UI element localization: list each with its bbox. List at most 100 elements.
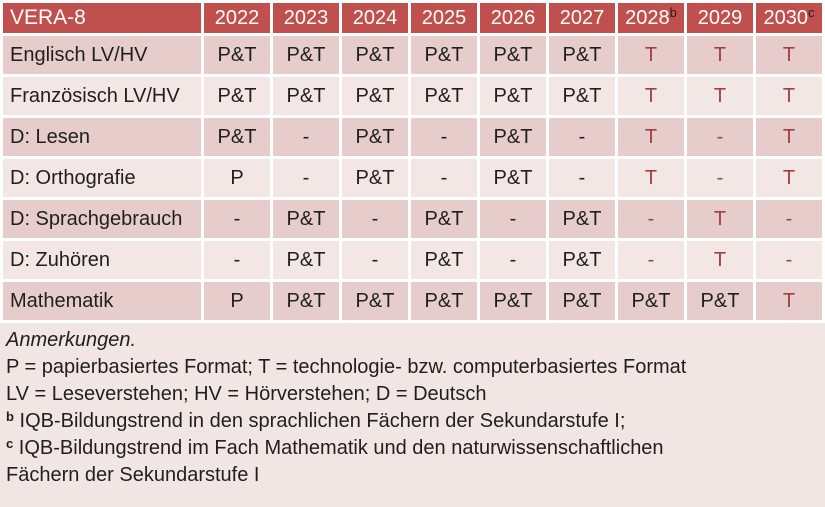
year-header: 2025: [411, 3, 477, 33]
year-header: 2028b: [618, 3, 684, 33]
footnote-c-text-line1: IQB-Bildungstrend im Fach Mathematik und…: [13, 437, 664, 459]
footnote-b-text: IQB-Bildungstrend in den sprachlichen Fä…: [13, 410, 626, 432]
table-row: Französisch LV/HV P&T P&T P&T P&T P&T P&T T T T: [3, 77, 822, 115]
notes-footnote-b: b IQB-Bildungstrend in den sprachlichen …: [6, 408, 817, 435]
year-label: 2022: [214, 6, 260, 29]
value-cell: P: [204, 282, 270, 320]
year-header: 2026: [480, 3, 546, 33]
row-label: Französisch LV/HV: [3, 77, 201, 115]
value-cell: -: [480, 200, 546, 238]
notes-footnote-c-line2: Fächern der Sekundarstufe I: [6, 464, 260, 486]
table-header: VERA-8 2022 2023 2024 2025 2026 2027 2028b 2029…: [3, 3, 822, 33]
footnote-c-marker: c: [6, 436, 14, 451]
value-cell: T: [687, 36, 753, 74]
value-cell: -: [756, 200, 822, 238]
value-cell: T: [756, 77, 822, 115]
value-cell: P&T: [273, 241, 339, 279]
value-cell: -: [273, 159, 339, 197]
value-cell: -: [618, 200, 684, 238]
value-cell: -: [549, 118, 615, 156]
value-cell: P&T: [549, 282, 615, 320]
value-cell: -: [204, 241, 270, 279]
value-cell: P&T: [342, 77, 408, 115]
table-row: D: Sprachgebrauch - P&T - P&T - P&T - T -: [3, 200, 822, 238]
table-title-cell: VERA-8: [3, 3, 201, 33]
notes-abbreviation-legend: LV = Leseverstehen; HV = Hörverstehen; D…: [6, 383, 487, 405]
value-cell: T: [618, 36, 684, 74]
year-header: 2029: [687, 3, 753, 33]
value-cell: T: [756, 282, 822, 320]
row-label: D: Sprachgebrauch: [3, 200, 201, 238]
value-cell: -: [204, 200, 270, 238]
header-row: VERA-8 2022 2023 2024 2025 2026 2027 2028b 2029…: [3, 3, 822, 33]
value-cell: P&T: [342, 282, 408, 320]
value-cell: P&T: [480, 36, 546, 74]
value-cell: P&T: [480, 77, 546, 115]
value-cell: -: [480, 241, 546, 279]
footnote-marker-c: c: [808, 4, 815, 20]
value-cell: T: [687, 77, 753, 115]
value-cell: -: [687, 118, 753, 156]
table-row: Englisch LV/HV P&T P&T P&T P&T P&T P&T T T T: [3, 36, 822, 74]
year-header: 2024: [342, 3, 408, 33]
notes-title: Anmerkungen.: [6, 329, 137, 351]
table-row: D: Lesen P&T - P&T - P&T - T - T: [3, 118, 822, 156]
value-cell: P&T: [411, 77, 477, 115]
value-cell: P&T: [273, 36, 339, 74]
notes-format-legend: P = papierbasiertes Format; T = technolo…: [6, 356, 687, 378]
value-cell: -: [411, 159, 477, 197]
year-label: 2028: [625, 6, 670, 29]
year-label: 2027: [559, 6, 605, 29]
value-cell: P&T: [273, 200, 339, 238]
footnote-marker-b: b: [669, 4, 677, 20]
value-cell: P&T: [411, 200, 477, 238]
table-row: D: Zuhören - P&T - P&T - P&T - T -: [3, 241, 822, 279]
value-cell: T: [756, 159, 822, 197]
value-cell: P&T: [204, 77, 270, 115]
value-cell: P&T: [480, 282, 546, 320]
value-cell: -: [342, 241, 408, 279]
value-cell: P&T: [273, 77, 339, 115]
value-cell: P&T: [549, 241, 615, 279]
value-cell: P&T: [549, 36, 615, 74]
value-cell: -: [342, 200, 408, 238]
value-cell: P&T: [549, 200, 615, 238]
value-cell: -: [273, 118, 339, 156]
table-body: Englisch LV/HV P&T P&T P&T P&T P&T P&T T T T Franz…: [3, 36, 822, 320]
value-cell: P&T: [549, 77, 615, 115]
row-label: Mathematik: [3, 282, 201, 320]
year-header: 2027: [549, 3, 615, 33]
value-cell: P&T: [204, 36, 270, 74]
year-label: 2025: [421, 6, 467, 29]
value-cell: -: [687, 159, 753, 197]
value-cell: T: [756, 118, 822, 156]
value-cell: -: [411, 118, 477, 156]
value-cell: P&T: [342, 36, 408, 74]
value-cell: P&T: [411, 282, 477, 320]
value-cell: P&T: [687, 282, 753, 320]
value-cell: P&T: [411, 36, 477, 74]
value-cell: -: [549, 159, 615, 197]
value-cell: -: [618, 241, 684, 279]
notes-block: Anmerkungen. P = papierbasiertes Format;…: [0, 323, 825, 507]
value-cell: T: [618, 118, 684, 156]
year-header: 2022: [204, 3, 270, 33]
value-cell: P&T: [480, 159, 546, 197]
value-cell: P&T: [618, 282, 684, 320]
table-row: D: Orthografie P - P&T - P&T - T - T: [3, 159, 822, 197]
value-cell: P&T: [342, 118, 408, 156]
footnote-b-marker: b: [6, 409, 14, 424]
value-cell: T: [618, 159, 684, 197]
year-label: 2024: [352, 6, 398, 29]
value-cell: T: [687, 241, 753, 279]
value-cell: T: [618, 77, 684, 115]
value-cell: T: [687, 200, 753, 238]
value-cell: P&T: [273, 282, 339, 320]
year-header: 2030c: [756, 3, 822, 33]
row-label: D: Zuhören: [3, 241, 201, 279]
vera8-table: VERA-8 2022 2023 2024 2025 2026 2027 2028b 2029…: [3, 3, 822, 320]
value-cell: -: [756, 241, 822, 279]
year-label: 2029: [697, 6, 743, 29]
value-cell: P&T: [204, 118, 270, 156]
